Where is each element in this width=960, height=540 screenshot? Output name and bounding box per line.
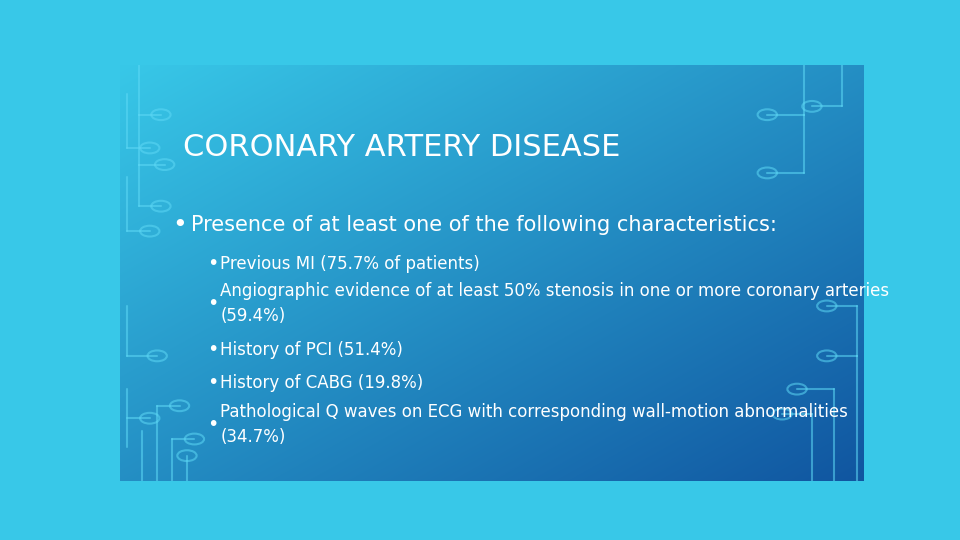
Text: •: •	[207, 254, 219, 273]
Text: •: •	[207, 340, 219, 359]
Text: •: •	[207, 415, 219, 434]
Text: •: •	[172, 213, 187, 237]
Text: Angiographic evidence of at least 50% stenosis in one or more coronary arteries
: Angiographic evidence of at least 50% st…	[221, 282, 890, 326]
Text: Previous MI (75.7% of patients): Previous MI (75.7% of patients)	[221, 254, 480, 273]
Text: •: •	[207, 373, 219, 393]
Text: •: •	[207, 294, 219, 313]
Text: Pathological Q waves on ECG with corresponding wall-motion abnormalities
(34.7%): Pathological Q waves on ECG with corresp…	[221, 403, 849, 446]
Text: CORONARY ARTERY DISEASE: CORONARY ARTERY DISEASE	[183, 133, 620, 163]
Text: Presence of at least one of the following characteristics:: Presence of at least one of the followin…	[191, 215, 777, 235]
Text: History of CABG (19.8%): History of CABG (19.8%)	[221, 374, 423, 392]
Text: History of PCI (51.4%): History of PCI (51.4%)	[221, 341, 403, 359]
